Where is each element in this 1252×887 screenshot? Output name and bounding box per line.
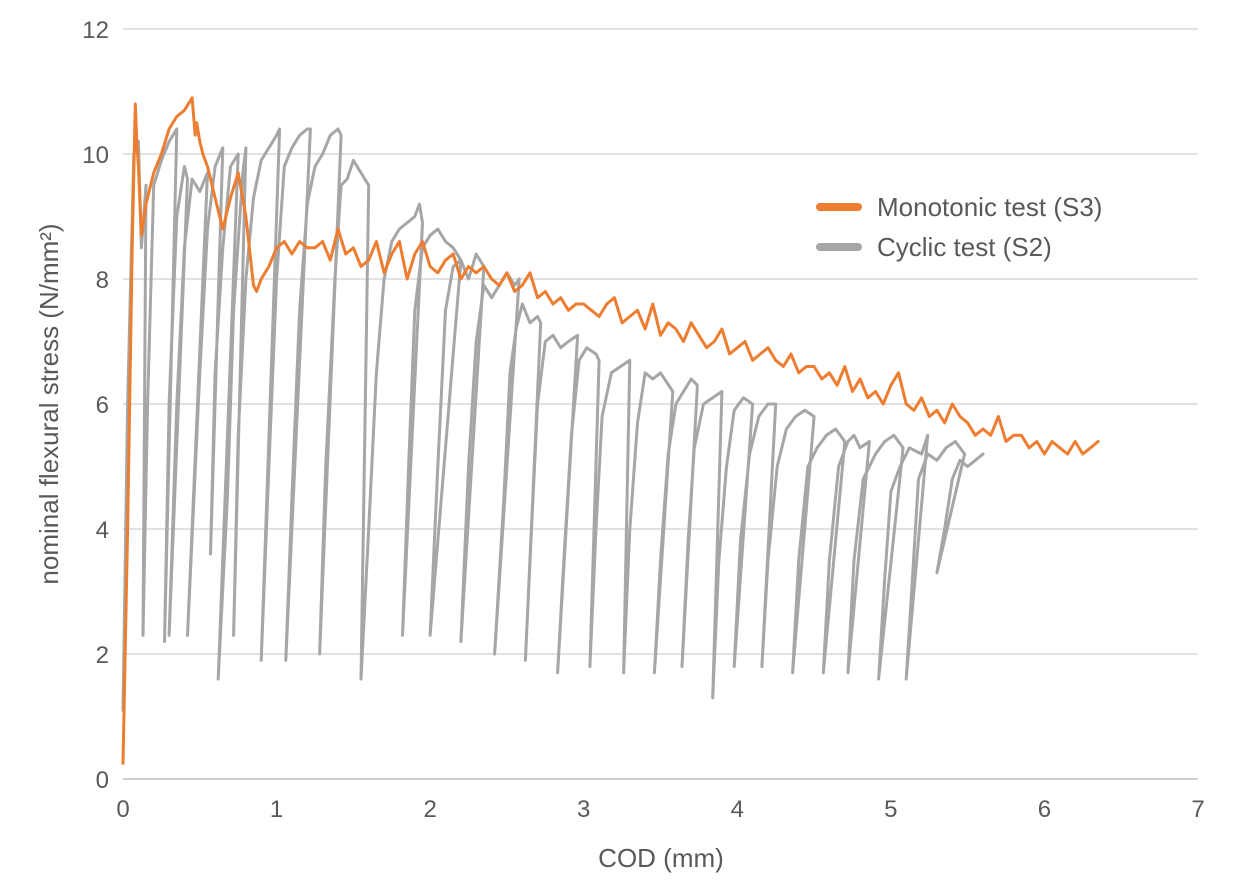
x-tick-label: 7 [1191, 796, 1204, 823]
x-tick-label: 1 [270, 796, 283, 823]
plot-area [121, 96, 1100, 765]
x-tick-label: 3 [577, 796, 590, 823]
legend-label-cyclic: Cyclic test (S2) [877, 232, 1052, 262]
x-tick-label: 6 [1038, 796, 1051, 823]
y-tick-label: 2 [96, 642, 109, 669]
y-tick-label: 12 [82, 17, 109, 44]
y-tick-label: 6 [96, 392, 109, 419]
y-tick-label: 0 [96, 767, 109, 794]
x-tick-label: 2 [423, 796, 436, 823]
series-line-cyclic [121, 127, 985, 712]
y-tick-label: 10 [82, 142, 109, 169]
y-tick-label: 8 [96, 267, 109, 294]
legend: Monotonic test (S3) Cyclic test (S2) [816, 192, 1102, 262]
x-tick-label: 4 [731, 796, 744, 823]
x-axis-title: COD (mm) [598, 843, 724, 873]
legend-label-monotonic: Monotonic test (S3) [877, 192, 1102, 222]
y-axis-title: nominal flexural stress (N/mm²) [34, 223, 64, 584]
series-line-monotonic [121, 96, 1100, 765]
y-tick-label: 4 [96, 517, 109, 544]
x-tick-label: 0 [116, 796, 129, 823]
x-tick-label: 5 [884, 796, 897, 823]
